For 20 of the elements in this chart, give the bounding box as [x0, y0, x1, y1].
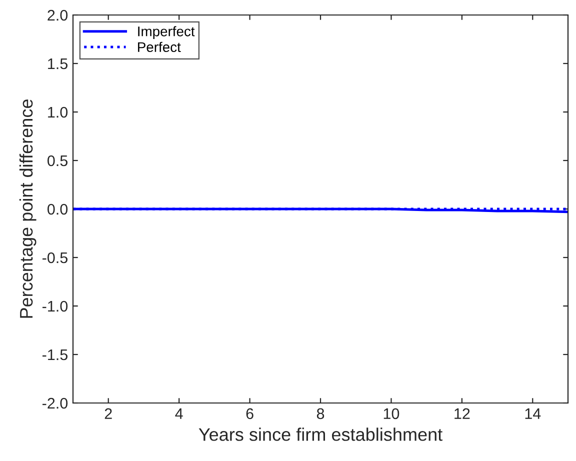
x-tick-label: 2 — [104, 408, 112, 419]
y-tick-label: 1.5 — [48, 58, 68, 70]
legend-label: Imperfect — [138, 26, 195, 40]
x-tick-label: 14 — [525, 408, 541, 419]
x-tick-label: 8 — [316, 408, 324, 420]
y-tick-label: 0.0 — [48, 204, 68, 215]
y-axis-title: Percentage point difference — [19, 100, 36, 318]
legend-label: Perfect — [138, 42, 181, 52]
y-tick-label: -0.5 — [42, 252, 68, 264]
y-tick-label: 0.5 — [48, 155, 68, 166]
y-tick-label: -1.0 — [42, 300, 68, 312]
y-tick-label: 1.0 — [48, 106, 68, 118]
x-tick-label: 6 — [246, 408, 254, 420]
y-tick-label: -2.0 — [42, 398, 68, 409]
x-tick-label: 4 — [175, 408, 183, 419]
x-tick-label: 10 — [384, 408, 400, 420]
y-tick-label: -1.5 — [42, 350, 68, 360]
x-axis-title: Years since firm establishment — [198, 428, 442, 441]
x-tick-label: 12 — [454, 408, 470, 419]
y-tick-label: 2.0 — [48, 10, 68, 21]
